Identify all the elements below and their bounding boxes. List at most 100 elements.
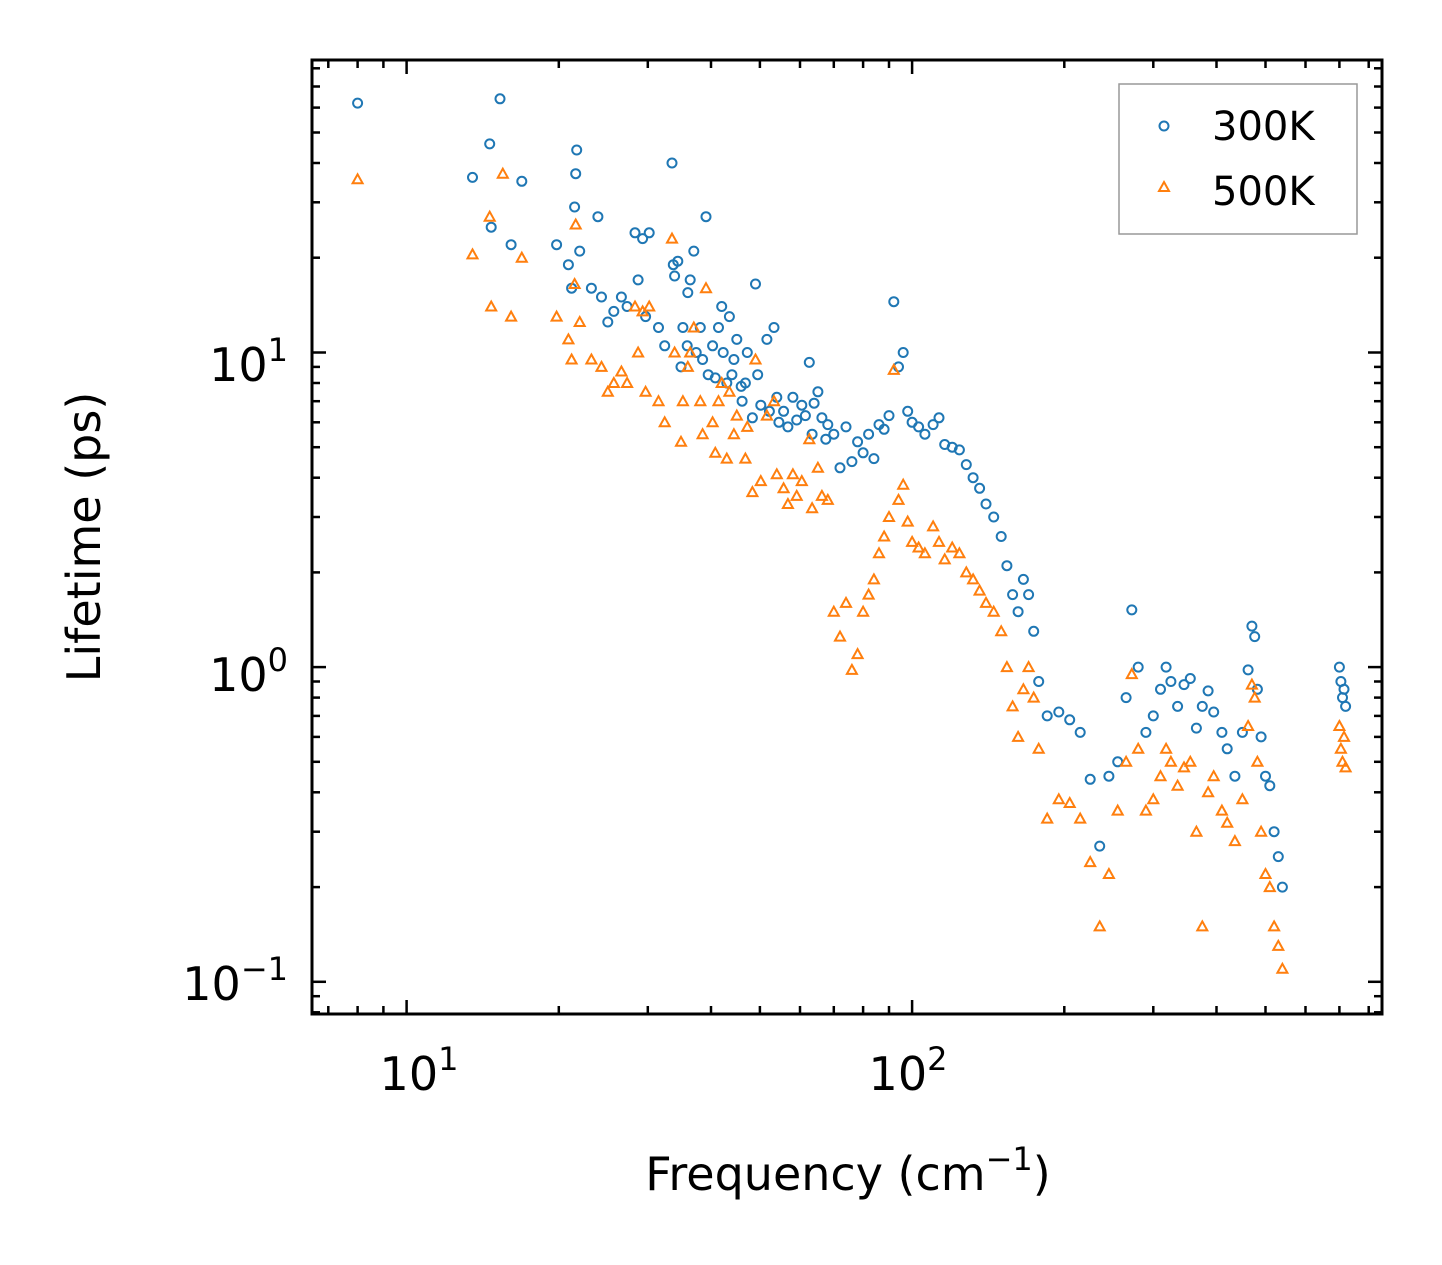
point-500k-49 bbox=[760, 408, 774, 421]
point-500k-17 bbox=[614, 364, 629, 377]
point-300k-131 bbox=[1172, 700, 1184, 712]
point-300k-156 bbox=[1340, 700, 1352, 712]
point-500k-88 bbox=[979, 595, 993, 608]
point-300k-90 bbox=[888, 296, 900, 308]
point-300k-83 bbox=[852, 436, 864, 448]
point-500k-134 bbox=[1275, 961, 1290, 974]
point-300k-98 bbox=[933, 412, 945, 424]
point-300k-10 bbox=[569, 201, 581, 213]
point-300k-35 bbox=[682, 287, 694, 299]
point-300k-152 bbox=[1333, 661, 1345, 673]
point-500k-82 bbox=[938, 552, 952, 565]
point-300k-143 bbox=[1246, 620, 1258, 632]
point-300k-78 bbox=[822, 419, 834, 431]
point-300k-146 bbox=[1255, 731, 1267, 743]
point-500k-116 bbox=[1183, 754, 1197, 767]
point-300k-80 bbox=[834, 462, 846, 474]
point-300k-27 bbox=[659, 340, 671, 352]
x-tick-labels: 101 102 bbox=[380, 1040, 948, 1101]
point-300k-63 bbox=[768, 322, 780, 333]
point-500k-87 bbox=[972, 583, 987, 596]
point-500k-26 bbox=[665, 231, 679, 244]
point-300k-120 bbox=[1094, 840, 1106, 852]
y-axis-label: Lifetime (ps) bbox=[57, 392, 111, 683]
point-300k-5 bbox=[505, 239, 517, 251]
point-300k-123 bbox=[1120, 692, 1132, 704]
point-500k-72 bbox=[882, 509, 896, 522]
point-300k-136 bbox=[1202, 685, 1214, 697]
point-500k-56 bbox=[795, 474, 809, 487]
point-300k-128 bbox=[1155, 683, 1166, 695]
point-500k-139 bbox=[1338, 760, 1353, 773]
point-500k-115 bbox=[1177, 760, 1191, 773]
point-500k-23 bbox=[642, 299, 656, 312]
point-300k-11 bbox=[570, 168, 582, 180]
point-500k-91 bbox=[1000, 660, 1014, 673]
point-300k-127 bbox=[1147, 710, 1159, 722]
point-500k-16 bbox=[607, 375, 621, 388]
point-300k-68 bbox=[787, 391, 799, 403]
point-500k-31 bbox=[683, 345, 697, 358]
point-300k-79 bbox=[828, 428, 840, 440]
point-500k-107 bbox=[1125, 667, 1139, 680]
point-500k-86 bbox=[966, 572, 980, 585]
point-300k-49 bbox=[723, 311, 735, 323]
point-500k-4 bbox=[484, 299, 498, 312]
point-300k-4 bbox=[485, 221, 497, 233]
point-300k-113 bbox=[1028, 625, 1040, 637]
point-500k-74 bbox=[891, 492, 906, 505]
point-500k-120 bbox=[1207, 769, 1221, 782]
point-500k-47 bbox=[748, 352, 763, 365]
point-300k-15 bbox=[592, 211, 604, 223]
point-500k-76 bbox=[901, 514, 915, 527]
point-500k-114 bbox=[1170, 778, 1185, 791]
point-300k-81 bbox=[840, 421, 852, 433]
point-300k-28 bbox=[666, 157, 678, 169]
point-300k-74 bbox=[808, 397, 820, 409]
point-300k-112 bbox=[1023, 589, 1035, 601]
point-300k-45 bbox=[713, 322, 724, 333]
point-500k-137 bbox=[1335, 754, 1350, 767]
point-300k-44 bbox=[709, 372, 721, 384]
point-500k-10 bbox=[567, 276, 582, 289]
point-500k-55 bbox=[790, 488, 804, 501]
point-500k-0 bbox=[350, 172, 365, 185]
point-500k-22 bbox=[638, 384, 653, 397]
point-300k-150 bbox=[1272, 851, 1284, 863]
point-300k-36 bbox=[684, 274, 696, 286]
point-300k-155 bbox=[1338, 683, 1350, 695]
point-500k-126 bbox=[1245, 677, 1259, 690]
point-500k-110 bbox=[1146, 792, 1160, 805]
point-300k-144 bbox=[1249, 631, 1261, 643]
point-300k-93 bbox=[902, 405, 914, 417]
point-500k-46 bbox=[745, 485, 760, 498]
point-500k-131 bbox=[1263, 880, 1277, 893]
point-500k-51 bbox=[770, 467, 784, 480]
point-300k-130 bbox=[1165, 676, 1177, 687]
point-300k-132 bbox=[1178, 679, 1190, 691]
point-500k-20 bbox=[631, 345, 645, 358]
point-500k-78 bbox=[911, 540, 926, 553]
point-300k-70 bbox=[796, 399, 808, 411]
point-300k-31 bbox=[672, 255, 684, 267]
point-500k-94 bbox=[1016, 682, 1031, 695]
point-500k-41 bbox=[722, 384, 737, 397]
point-500k-93 bbox=[1011, 729, 1025, 742]
point-500k-121 bbox=[1215, 803, 1229, 816]
point-500k-133 bbox=[1271, 938, 1285, 951]
point-500k-132 bbox=[1267, 919, 1281, 932]
point-500k-29 bbox=[676, 394, 690, 407]
point-300k-148 bbox=[1264, 780, 1276, 792]
point-500k-79 bbox=[918, 546, 932, 559]
x-tick-label-10: 101 bbox=[380, 1040, 459, 1101]
point-300k-103 bbox=[967, 472, 979, 484]
point-500k-5 bbox=[504, 309, 518, 322]
point-500k-32 bbox=[687, 320, 701, 333]
point-300k-66 bbox=[778, 405, 790, 417]
point-500k-7 bbox=[549, 309, 564, 322]
point-300k-92 bbox=[897, 347, 909, 358]
point-500k-61 bbox=[821, 492, 835, 505]
point-300k-43 bbox=[707, 340, 719, 352]
point-500k-57 bbox=[802, 432, 816, 445]
point-300k-0 bbox=[352, 97, 364, 109]
